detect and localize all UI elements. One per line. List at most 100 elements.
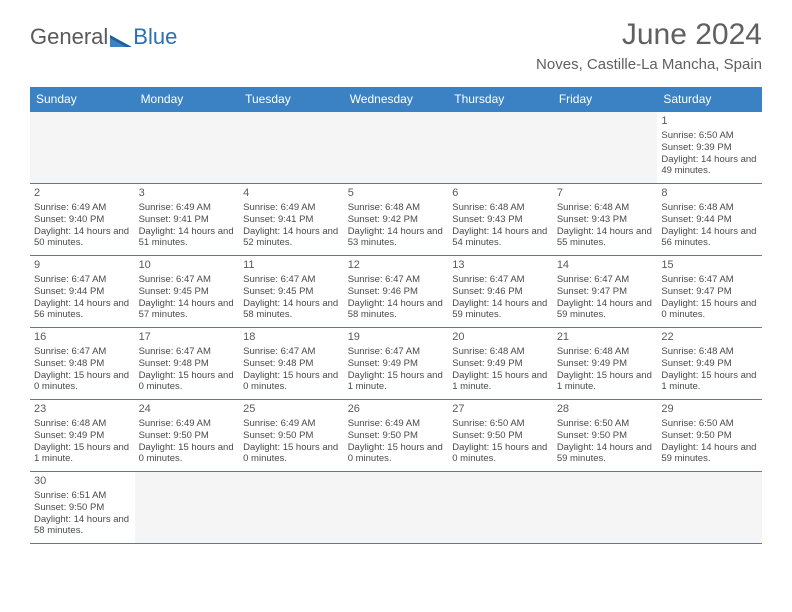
day-info: Sunrise: 6:47 AMSunset: 9:45 PMDaylight:… — [243, 274, 340, 322]
title-block: June 2024 Noves, Castille-La Mancha, Spa… — [536, 18, 762, 73]
location-text: Noves, Castille-La Mancha, Spain — [536, 56, 762, 73]
day-number: 10 — [139, 259, 236, 273]
calendar-empty-cell — [553, 112, 658, 184]
day-info: Sunrise: 6:51 AMSunset: 9:50 PMDaylight:… — [34, 490, 131, 538]
calendar-week-row: 1Sunrise: 6:50 AMSunset: 9:39 PMDaylight… — [30, 112, 762, 184]
day-header: Thursday — [448, 87, 553, 112]
calendar-day-cell: 19Sunrise: 6:47 AMSunset: 9:49 PMDayligh… — [344, 328, 449, 400]
day-number: 22 — [661, 331, 758, 345]
day-number: 23 — [34, 403, 131, 417]
calendar-day-cell: 24Sunrise: 6:49 AMSunset: 9:50 PMDayligh… — [135, 400, 240, 472]
calendar-day-cell: 23Sunrise: 6:48 AMSunset: 9:49 PMDayligh… — [30, 400, 135, 472]
calendar-empty-cell — [239, 112, 344, 184]
calendar-day-cell: 20Sunrise: 6:48 AMSunset: 9:49 PMDayligh… — [448, 328, 553, 400]
day-info: Sunrise: 6:47 AMSunset: 9:49 PMDaylight:… — [348, 346, 445, 394]
day-number: 17 — [139, 331, 236, 345]
calendar-day-cell: 13Sunrise: 6:47 AMSunset: 9:46 PMDayligh… — [448, 256, 553, 328]
day-info: Sunrise: 6:49 AMSunset: 9:41 PMDaylight:… — [139, 202, 236, 250]
logo-text-2: Blue — [133, 24, 177, 50]
calendar-body: 1Sunrise: 6:50 AMSunset: 9:39 PMDaylight… — [30, 112, 762, 544]
day-number: 19 — [348, 331, 445, 345]
day-info: Sunrise: 6:47 AMSunset: 9:46 PMDaylight:… — [348, 274, 445, 322]
calendar-week-row: 23Sunrise: 6:48 AMSunset: 9:49 PMDayligh… — [30, 400, 762, 472]
day-info: Sunrise: 6:47 AMSunset: 9:48 PMDaylight:… — [34, 346, 131, 394]
day-info: Sunrise: 6:49 AMSunset: 9:50 PMDaylight:… — [139, 418, 236, 466]
day-number: 14 — [557, 259, 654, 273]
day-info: Sunrise: 6:50 AMSunset: 9:50 PMDaylight:… — [557, 418, 654, 466]
calendar-empty-cell — [30, 112, 135, 184]
calendar-week-row: 9Sunrise: 6:47 AMSunset: 9:44 PMDaylight… — [30, 256, 762, 328]
day-info: Sunrise: 6:50 AMSunset: 9:50 PMDaylight:… — [661, 418, 758, 466]
day-info: Sunrise: 6:49 AMSunset: 9:50 PMDaylight:… — [348, 418, 445, 466]
day-number: 2 — [34, 187, 131, 201]
day-number: 13 — [452, 259, 549, 273]
day-number: 4 — [243, 187, 340, 201]
day-info: Sunrise: 6:47 AMSunset: 9:46 PMDaylight:… — [452, 274, 549, 322]
calendar-day-cell: 18Sunrise: 6:47 AMSunset: 9:48 PMDayligh… — [239, 328, 344, 400]
calendar-day-cell: 4Sunrise: 6:49 AMSunset: 9:41 PMDaylight… — [239, 184, 344, 256]
calendar-empty-cell — [239, 472, 344, 544]
calendar-day-cell: 26Sunrise: 6:49 AMSunset: 9:50 PMDayligh… — [344, 400, 449, 472]
day-info: Sunrise: 6:47 AMSunset: 9:45 PMDaylight:… — [139, 274, 236, 322]
calendar-empty-cell — [553, 472, 658, 544]
calendar-day-cell: 1Sunrise: 6:50 AMSunset: 9:39 PMDaylight… — [657, 112, 762, 184]
day-header: Sunday — [30, 87, 135, 112]
day-info: Sunrise: 6:47 AMSunset: 9:47 PMDaylight:… — [557, 274, 654, 322]
day-number: 25 — [243, 403, 340, 417]
logo-text-1: General — [30, 24, 108, 50]
day-header: Monday — [135, 87, 240, 112]
day-info: Sunrise: 6:49 AMSunset: 9:50 PMDaylight:… — [243, 418, 340, 466]
day-number: 11 — [243, 259, 340, 273]
flag-icon — [110, 27, 132, 41]
day-number: 28 — [557, 403, 654, 417]
calendar-week-row: 30Sunrise: 6:51 AMSunset: 9:50 PMDayligh… — [30, 472, 762, 544]
calendar-empty-cell — [135, 472, 240, 544]
day-number: 9 — [34, 259, 131, 273]
day-number: 7 — [557, 187, 654, 201]
day-info: Sunrise: 6:50 AMSunset: 9:50 PMDaylight:… — [452, 418, 549, 466]
calendar-day-cell: 10Sunrise: 6:47 AMSunset: 9:45 PMDayligh… — [135, 256, 240, 328]
day-info: Sunrise: 6:48 AMSunset: 9:49 PMDaylight:… — [452, 346, 549, 394]
calendar-day-cell: 2Sunrise: 6:49 AMSunset: 9:40 PMDaylight… — [30, 184, 135, 256]
day-info: Sunrise: 6:48 AMSunset: 9:49 PMDaylight:… — [34, 418, 131, 466]
day-info: Sunrise: 6:49 AMSunset: 9:40 PMDaylight:… — [34, 202, 131, 250]
calendar-day-cell: 28Sunrise: 6:50 AMSunset: 9:50 PMDayligh… — [553, 400, 658, 472]
day-info: Sunrise: 6:47 AMSunset: 9:44 PMDaylight:… — [34, 274, 131, 322]
calendar-day-cell: 9Sunrise: 6:47 AMSunset: 9:44 PMDaylight… — [30, 256, 135, 328]
day-number: 21 — [557, 331, 654, 345]
day-number: 12 — [348, 259, 445, 273]
day-number: 5 — [348, 187, 445, 201]
day-number: 29 — [661, 403, 758, 417]
day-info: Sunrise: 6:47 AMSunset: 9:48 PMDaylight:… — [243, 346, 340, 394]
calendar-day-cell: 8Sunrise: 6:48 AMSunset: 9:44 PMDaylight… — [657, 184, 762, 256]
day-info: Sunrise: 6:48 AMSunset: 9:43 PMDaylight:… — [452, 202, 549, 250]
day-number: 18 — [243, 331, 340, 345]
calendar-day-cell: 3Sunrise: 6:49 AMSunset: 9:41 PMDaylight… — [135, 184, 240, 256]
day-number: 26 — [348, 403, 445, 417]
day-number: 8 — [661, 187, 758, 201]
calendar-day-cell: 12Sunrise: 6:47 AMSunset: 9:46 PMDayligh… — [344, 256, 449, 328]
calendar-empty-cell — [448, 472, 553, 544]
calendar-day-cell: 16Sunrise: 6:47 AMSunset: 9:48 PMDayligh… — [30, 328, 135, 400]
calendar-week-row: 2Sunrise: 6:49 AMSunset: 9:40 PMDaylight… — [30, 184, 762, 256]
day-number: 1 — [661, 115, 758, 129]
page-header: General Blue June 2024 Noves, Castille-L… — [0, 0, 792, 79]
day-number: 20 — [452, 331, 549, 345]
day-header: Friday — [553, 87, 658, 112]
calendar-day-cell: 15Sunrise: 6:47 AMSunset: 9:47 PMDayligh… — [657, 256, 762, 328]
day-info: Sunrise: 6:48 AMSunset: 9:44 PMDaylight:… — [661, 202, 758, 250]
calendar-day-cell: 5Sunrise: 6:48 AMSunset: 9:42 PMDaylight… — [344, 184, 449, 256]
calendar-empty-cell — [344, 472, 449, 544]
calendar-empty-cell — [135, 112, 240, 184]
calendar-day-cell: 6Sunrise: 6:48 AMSunset: 9:43 PMDaylight… — [448, 184, 553, 256]
calendar-day-cell: 17Sunrise: 6:47 AMSunset: 9:48 PMDayligh… — [135, 328, 240, 400]
calendar-empty-cell — [448, 112, 553, 184]
day-info: Sunrise: 6:48 AMSunset: 9:43 PMDaylight:… — [557, 202, 654, 250]
calendar-empty-cell — [657, 472, 762, 544]
calendar-day-cell: 11Sunrise: 6:47 AMSunset: 9:45 PMDayligh… — [239, 256, 344, 328]
day-info: Sunrise: 6:48 AMSunset: 9:49 PMDaylight:… — [557, 346, 654, 394]
day-info: Sunrise: 6:47 AMSunset: 9:48 PMDaylight:… — [139, 346, 236, 394]
day-header: Wednesday — [344, 87, 449, 112]
day-info: Sunrise: 6:48 AMSunset: 9:42 PMDaylight:… — [348, 202, 445, 250]
day-info: Sunrise: 6:50 AMSunset: 9:39 PMDaylight:… — [661, 130, 758, 178]
